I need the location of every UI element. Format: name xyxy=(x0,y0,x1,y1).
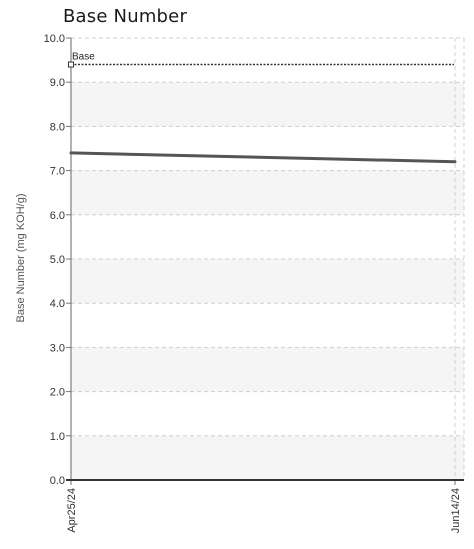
y-tick-label: 4.0 xyxy=(50,298,65,310)
plot-band xyxy=(71,303,464,348)
x-tick-label: Jun14/24 xyxy=(450,488,462,533)
x-tick-labels: Apr25/24 Jun14/24 xyxy=(66,488,462,533)
chart-title: Base Number xyxy=(63,6,188,27)
y-tick-label: 9.0 xyxy=(50,77,65,89)
plot-band xyxy=(71,170,464,215)
x-tick-label: Apr25/24 xyxy=(66,488,78,533)
plot-band xyxy=(71,347,464,392)
reference-lines: Base xyxy=(68,52,454,68)
plot-band xyxy=(71,82,464,127)
plot-band xyxy=(71,259,464,304)
y-tick-label: 3.0 xyxy=(50,342,65,354)
y-tick-label: 1.0 xyxy=(50,431,65,443)
y-tick-labels: 0.0 1.0 2.0 3.0 4.0 5.0 6.0 7.0 8.0 9.0 10.0 xyxy=(44,33,65,487)
plot-band xyxy=(71,38,464,83)
plot-band xyxy=(71,391,464,436)
reference-label: Base xyxy=(72,52,95,63)
reference-marker xyxy=(68,61,74,68)
y-tick-label: 0.0 xyxy=(50,475,65,487)
plot-band xyxy=(71,435,464,480)
plot-band xyxy=(71,126,464,171)
y-axis-title: Base Number (mg KOH/g) xyxy=(15,194,27,323)
y-tick-label: 6.0 xyxy=(50,210,65,222)
series-lines xyxy=(69,151,457,164)
y-tick-label: 2.0 xyxy=(50,387,65,399)
y-tick-label: 8.0 xyxy=(50,121,65,133)
y-tick-label: 5.0 xyxy=(50,254,65,266)
axes xyxy=(66,37,464,485)
series-line xyxy=(69,151,457,164)
plot-band xyxy=(71,214,464,259)
y-tick-label: 7.0 xyxy=(50,166,65,178)
y-tick-label: 10.0 xyxy=(44,33,65,45)
plot-bands xyxy=(71,38,464,480)
